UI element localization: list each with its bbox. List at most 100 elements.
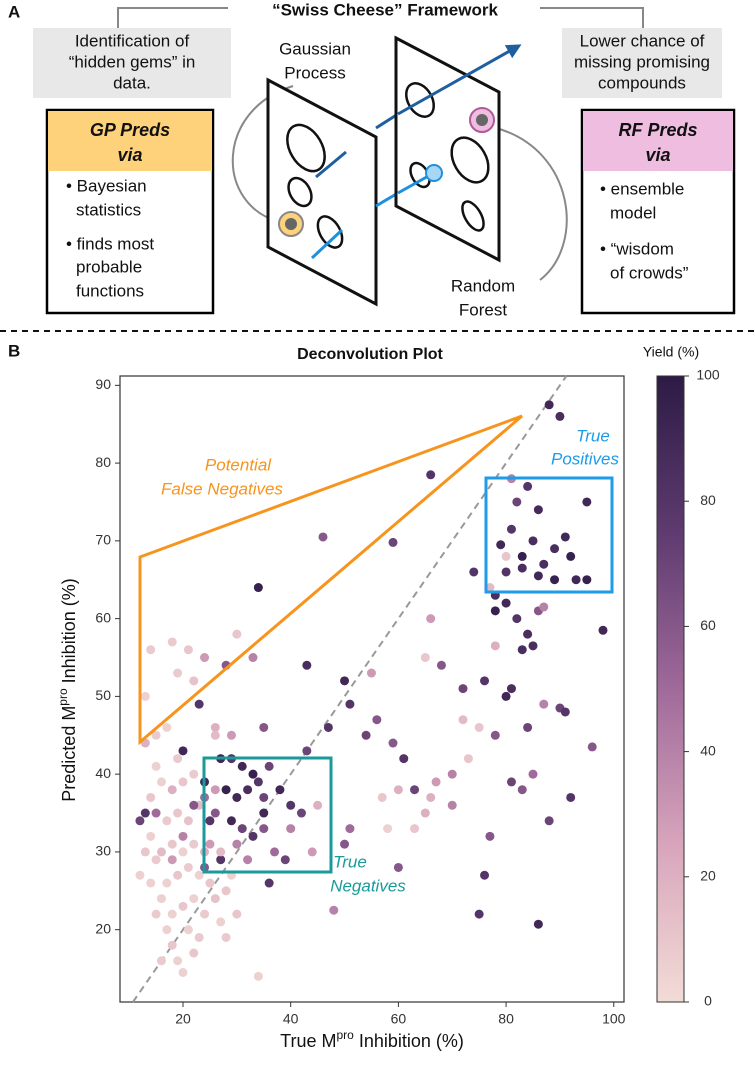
point bbox=[420, 808, 430, 818]
point bbox=[528, 769, 538, 779]
point bbox=[248, 653, 258, 663]
right-bullet: of crowds” bbox=[610, 263, 689, 282]
right-header: RF Preds bbox=[618, 120, 697, 140]
point bbox=[560, 532, 570, 542]
point bbox=[183, 816, 193, 826]
connector bbox=[495, 127, 568, 281]
point bbox=[490, 606, 500, 616]
point bbox=[156, 894, 166, 904]
point bbox=[393, 862, 403, 872]
y-tick-label: 20 bbox=[95, 920, 111, 936]
point bbox=[501, 567, 511, 577]
point bbox=[259, 722, 269, 732]
point bbox=[200, 909, 210, 919]
y-tick-label: 50 bbox=[95, 687, 111, 703]
hole bbox=[461, 200, 485, 232]
point bbox=[361, 730, 371, 740]
point bbox=[183, 645, 193, 655]
y-tick-label: 70 bbox=[95, 532, 111, 548]
colorbar-label: Yield (%) bbox=[643, 344, 699, 360]
point bbox=[533, 505, 543, 515]
annotation: False Negatives bbox=[161, 479, 283, 498]
point bbox=[528, 536, 538, 546]
point bbox=[205, 839, 215, 849]
path-line bbox=[315, 150, 347, 179]
x-tick-label: 60 bbox=[391, 1011, 407, 1027]
point bbox=[340, 676, 350, 686]
x-tick-label: 80 bbox=[498, 1011, 514, 1027]
true-positive-region bbox=[484, 476, 614, 594]
point bbox=[151, 909, 161, 919]
point bbox=[178, 831, 188, 841]
point bbox=[420, 653, 430, 663]
gp-label: Process bbox=[284, 63, 345, 82]
point bbox=[431, 777, 441, 787]
point bbox=[162, 878, 172, 888]
point bbox=[162, 722, 172, 732]
path-line bbox=[375, 112, 399, 130]
point bbox=[523, 629, 533, 639]
annotation: Potential bbox=[205, 455, 272, 474]
point bbox=[410, 824, 420, 834]
annotation: Negatives bbox=[330, 876, 406, 895]
point bbox=[544, 816, 554, 826]
point bbox=[501, 691, 511, 701]
point bbox=[178, 746, 188, 756]
rf-marker bbox=[476, 114, 488, 126]
point bbox=[474, 909, 484, 919]
point bbox=[178, 847, 188, 857]
point bbox=[571, 575, 581, 585]
point bbox=[194, 699, 204, 709]
left-bullet: probable bbox=[76, 257, 142, 276]
point bbox=[232, 909, 242, 919]
point bbox=[167, 909, 177, 919]
point bbox=[232, 629, 242, 639]
panel-label: A bbox=[8, 2, 20, 21]
label-part: True M bbox=[280, 1031, 336, 1051]
right-note-bg bbox=[562, 28, 722, 98]
x-tick-label: 40 bbox=[283, 1011, 299, 1027]
point bbox=[167, 839, 177, 849]
point bbox=[388, 537, 398, 547]
point bbox=[582, 497, 592, 507]
point bbox=[490, 730, 500, 740]
point bbox=[550, 575, 560, 585]
framework-title: “Swiss Cheese” Framework bbox=[272, 0, 498, 19]
point bbox=[383, 824, 393, 834]
point bbox=[167, 785, 177, 795]
plot-frame bbox=[119, 375, 625, 1003]
point bbox=[447, 800, 457, 810]
colorbar-tick-label: 20 bbox=[700, 868, 716, 884]
point bbox=[237, 761, 247, 771]
rf-label: Forest bbox=[459, 300, 507, 319]
point bbox=[210, 785, 220, 795]
point bbox=[566, 792, 576, 802]
point bbox=[410, 785, 420, 795]
point bbox=[480, 870, 490, 880]
point bbox=[140, 808, 150, 818]
label-sup: pro bbox=[336, 1028, 354, 1042]
right-header: via bbox=[645, 145, 670, 165]
point bbox=[539, 699, 549, 709]
point bbox=[151, 808, 161, 818]
hole bbox=[286, 123, 326, 173]
point bbox=[189, 676, 199, 686]
point bbox=[183, 925, 193, 935]
point bbox=[399, 754, 409, 764]
point bbox=[248, 831, 258, 841]
point bbox=[189, 800, 199, 810]
point bbox=[485, 583, 495, 593]
x-tick-label: 20 bbox=[175, 1011, 191, 1027]
right-note: compounds bbox=[598, 73, 686, 92]
false-negative-region bbox=[138, 414, 523, 746]
point bbox=[253, 777, 263, 787]
point bbox=[345, 699, 355, 709]
point bbox=[200, 653, 210, 663]
point bbox=[259, 808, 269, 818]
point bbox=[587, 742, 597, 752]
point bbox=[221, 785, 231, 795]
left-note: data. bbox=[113, 73, 151, 92]
point bbox=[323, 722, 333, 732]
point bbox=[296, 808, 306, 818]
